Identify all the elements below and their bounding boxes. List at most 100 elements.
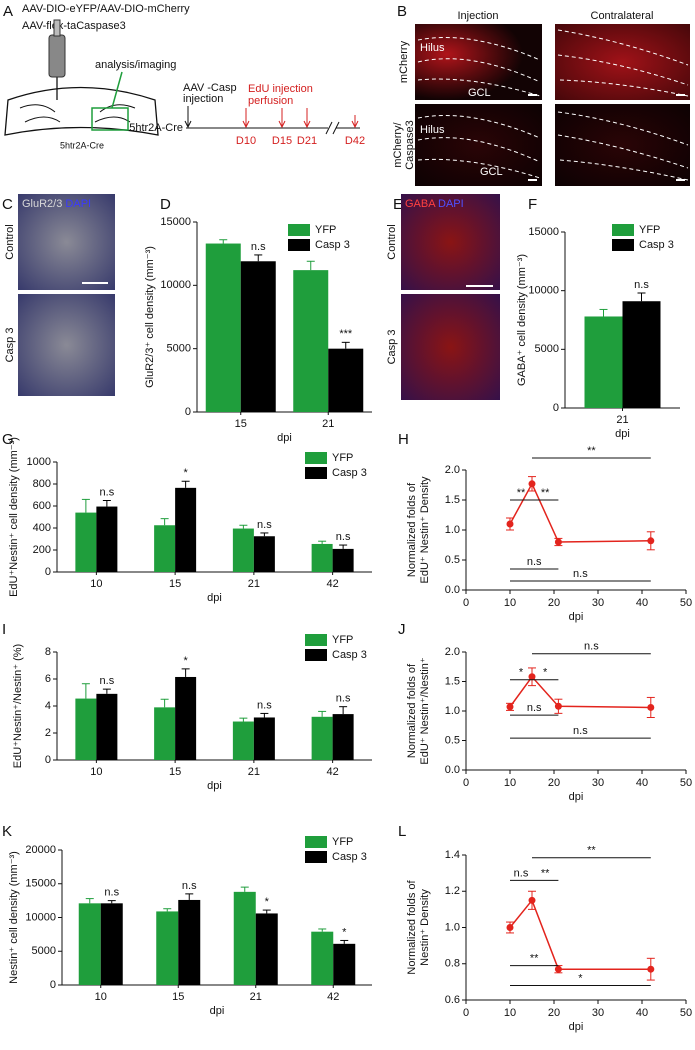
- significance: *: [543, 667, 548, 679]
- stain: GluR2/3: [22, 198, 62, 210]
- x-tick-label: 30: [592, 597, 604, 609]
- y-tick-label: 0.5: [445, 734, 460, 746]
- syringe-plunger: [53, 19, 61, 37]
- bar: [293, 270, 329, 412]
- x-tick-label: 15: [235, 418, 247, 430]
- x-tick-label: 21: [322, 418, 334, 430]
- significance: n.s: [336, 693, 351, 705]
- y-tick-label: 2.0: [445, 646, 460, 658]
- legend-swatch: [288, 239, 310, 251]
- micrograph: [555, 24, 690, 100]
- timeline-mouse: 5htr2A-Cre: [129, 122, 183, 134]
- significance: n.s: [100, 675, 115, 687]
- legend-swatch: [305, 649, 327, 661]
- y-tick-label: 10000: [25, 911, 56, 923]
- x-tick-label: 15: [169, 578, 181, 590]
- panel-letter: I: [2, 621, 6, 638]
- row-label: mCherry/: [392, 121, 404, 167]
- y-axis-title: GluR2/3⁺ cell density (mm⁻³): [144, 246, 156, 388]
- y-tick-label: 0: [50, 979, 56, 991]
- significance: *: [183, 655, 188, 667]
- point: [528, 673, 536, 681]
- x-axis-title: dpi: [277, 432, 292, 444]
- day-label: D10: [236, 135, 256, 147]
- x-axis-title: dpi: [210, 1005, 225, 1017]
- x-axis-title: dpi: [569, 1021, 584, 1033]
- x-tick-label: 0: [463, 777, 469, 789]
- point: [528, 896, 536, 904]
- x-tick-label: 21: [250, 991, 262, 1003]
- panel-letter: E: [393, 196, 403, 213]
- hippocampus: [19, 104, 136, 123]
- significance: **: [587, 445, 596, 457]
- imaging-pointer: [111, 71, 123, 109]
- x-axis-title: dpi: [569, 611, 584, 623]
- timeline-text: EdU injection: [248, 83, 313, 95]
- brain-outline: [4, 86, 159, 136]
- micrograph: [415, 104, 542, 186]
- y-tick-label: 0.5: [445, 554, 460, 566]
- x-axis-title: dpi: [569, 791, 584, 803]
- bar: [96, 506, 118, 572]
- bar: [100, 903, 123, 985]
- significance: n.s: [257, 699, 272, 711]
- y-tick-label: 600: [33, 500, 51, 512]
- y-tick-label: 0.8: [445, 958, 460, 970]
- y-tick-label: 0.0: [445, 584, 460, 596]
- x-tick-label: 40: [636, 777, 648, 789]
- significance: n.s: [573, 568, 588, 580]
- point: [647, 537, 655, 545]
- legend-swatch: [305, 836, 327, 848]
- syringe: [48, 34, 66, 78]
- point: [647, 703, 655, 711]
- bar: [156, 911, 179, 985]
- line: [509, 675, 651, 709]
- x-tick-label: 10: [504, 777, 516, 789]
- bar: [175, 676, 197, 760]
- line: [509, 482, 651, 543]
- x-tick-label: 50: [680, 1007, 692, 1019]
- y-tick-label: 5000: [32, 945, 56, 957]
- y-tick-label: 400: [33, 522, 51, 534]
- imaging-text: analysis/imaging: [95, 59, 176, 71]
- y-axis-title: Normalized folds of: [406, 663, 418, 758]
- legend-swatch: [305, 634, 327, 646]
- bar: [232, 528, 254, 572]
- column-label: Contralateral: [591, 10, 654, 22]
- days: D10 D15 D21 D42: [236, 135, 365, 147]
- x-tick-label: 21: [616, 414, 628, 426]
- y-tick-label: 2.0: [445, 464, 460, 476]
- day-label: D21: [297, 135, 317, 147]
- y-tick-label: 15000: [528, 226, 559, 238]
- legend-label: YFP: [639, 224, 660, 236]
- stain-label: GABA DAPI: [405, 198, 464, 210]
- bar: [311, 716, 333, 760]
- panel-letter: F: [528, 196, 537, 213]
- significance: n.s: [182, 880, 197, 892]
- scale-bars: [528, 94, 685, 181]
- mouse-text: 5htr2A-Cre: [60, 140, 104, 150]
- micrograph: [18, 194, 115, 290]
- row-label: Casp 3: [4, 328, 16, 363]
- x-tick-label: 21: [248, 766, 260, 778]
- y-tick-label: 800: [33, 478, 51, 490]
- significance: n.s: [251, 241, 266, 253]
- panel-letter: K: [2, 823, 12, 840]
- arrow: [184, 106, 192, 129]
- region-label: GCL: [480, 166, 503, 178]
- x-tick-label: 40: [636, 597, 648, 609]
- bar: [253, 536, 275, 572]
- bar: [78, 903, 101, 985]
- micrograph: [415, 24, 542, 100]
- bar: [178, 899, 201, 985]
- legend-swatch: [288, 224, 310, 236]
- legend-label: Casp 3: [639, 239, 674, 251]
- significance: n.s: [527, 702, 542, 714]
- arrows: [242, 108, 359, 129]
- panel-letter: D: [160, 196, 171, 213]
- row-label: Caspase3: [404, 120, 416, 170]
- point: [554, 965, 562, 973]
- region-label: GCL: [468, 87, 491, 99]
- y-tick-label: 2: [45, 727, 51, 739]
